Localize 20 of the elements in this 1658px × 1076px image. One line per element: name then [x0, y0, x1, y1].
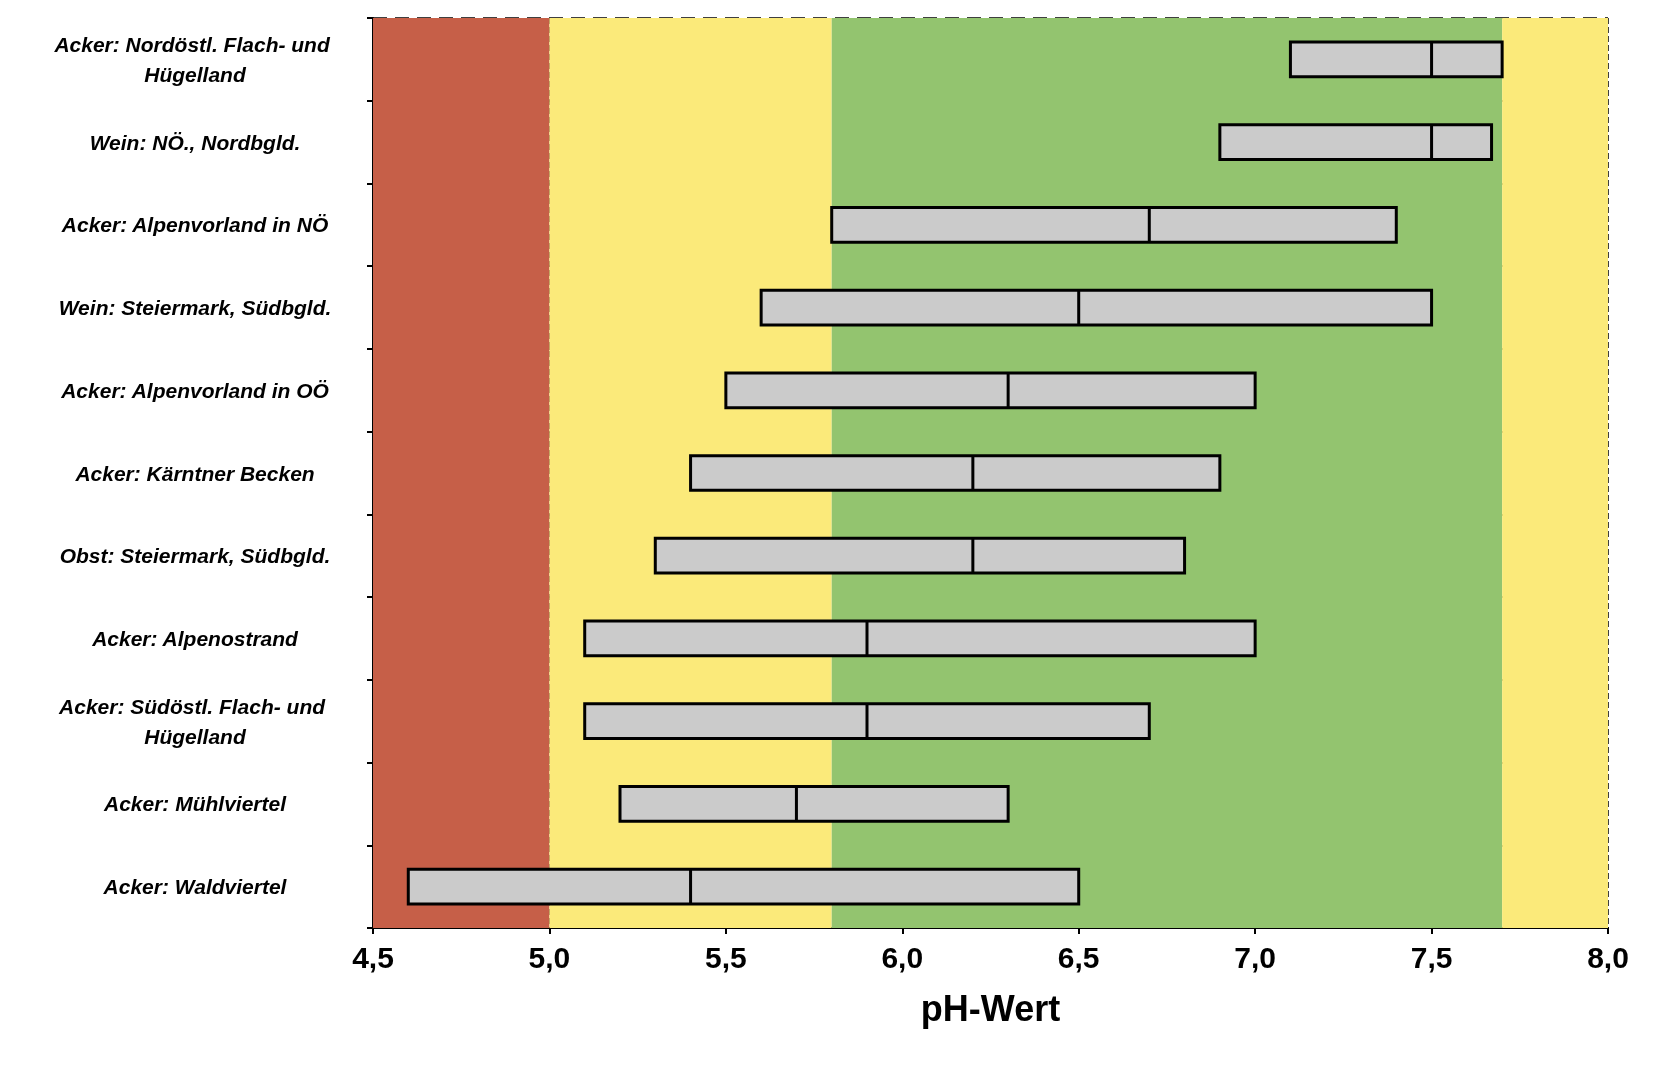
y-tick-label: Acker: Waldviertel — [102, 875, 288, 899]
y-tick-label: Obst: Steiermark, Südbgld. — [59, 544, 331, 568]
y-tick-label: Acker: Nordöstl. Flach- und Hügelland — [53, 32, 336, 86]
x-tick-label: 5,5 — [705, 940, 747, 974]
x-tick-label: 7,5 — [1410, 940, 1453, 974]
x-tick-label: 4,5 — [352, 940, 394, 974]
y-tick-label: Acker: Südöstl. Flach- und Hügelland — [58, 694, 331, 748]
y-tick-label: Acker: Alpenostrand — [91, 626, 300, 650]
x-tick-label: 6,5 — [1057, 940, 1100, 974]
y-tick-label: Wein: Steiermark, Südbgld. — [58, 296, 332, 320]
y-tick-label: Acker: Alpenvorland in OÖ — [60, 378, 329, 402]
x-tick-label: 7,0 — [1234, 940, 1276, 974]
x-axis-title: pH-Wert — [920, 987, 1061, 1029]
x-tick-label: 5,0 — [528, 940, 571, 974]
y-tick-label: Acker: Mühlviertel — [102, 792, 288, 816]
y-tick-label: Acker: Kärntner Becken — [74, 461, 315, 485]
x-tick-label: 6,0 — [881, 940, 924, 974]
x-tick-label: 8,0 — [1587, 940, 1629, 974]
y-tick-label: Wein: NÖ., Nordbgld. — [89, 130, 301, 154]
y-tick-label: Acker: Alpenvorland in NÖ — [60, 213, 329, 237]
